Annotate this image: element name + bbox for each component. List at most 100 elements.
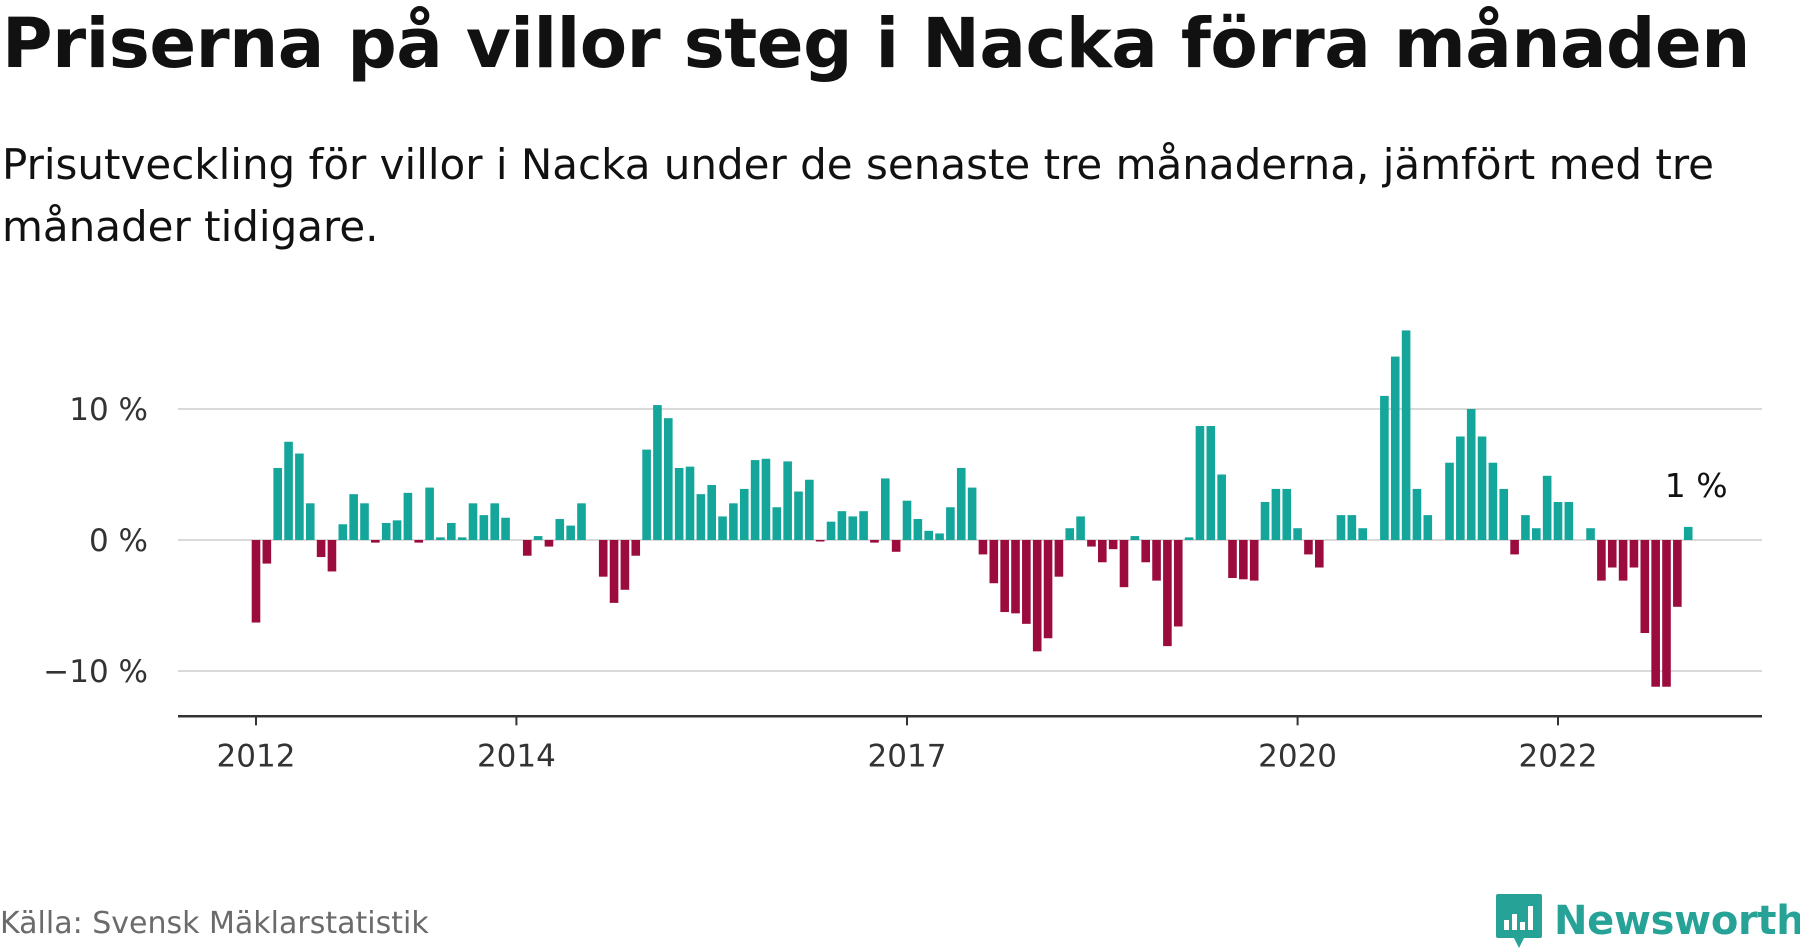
bar <box>609 540 619 603</box>
y-tick-label: 10 % <box>69 392 148 428</box>
grid-lines: 10 % 0 % −10 % <box>43 392 1762 690</box>
bars <box>251 330 1693 687</box>
bar <box>935 533 944 540</box>
bar <box>1347 515 1357 540</box>
bar <box>1228 540 1237 578</box>
bar <box>718 516 727 540</box>
bar <box>1336 515 1346 540</box>
bar <box>837 511 847 540</box>
bar <box>631 540 641 556</box>
bar <box>1640 540 1650 634</box>
bar <box>902 500 912 540</box>
bar <box>967 487 977 540</box>
bar <box>414 540 424 543</box>
bar <box>295 453 304 540</box>
bar <box>338 524 348 540</box>
bar <box>1390 356 1400 540</box>
bar <box>805 479 814 540</box>
bar <box>1683 526 1693 540</box>
bar <box>815 540 825 542</box>
bar <box>479 515 489 540</box>
bar <box>1607 540 1617 568</box>
y-tick-label: 0 % <box>89 523 148 559</box>
bar <box>1043 540 1053 639</box>
bar <box>848 516 858 540</box>
bar <box>555 519 565 540</box>
bar <box>1445 462 1454 540</box>
bar <box>946 507 955 540</box>
bar <box>457 537 467 540</box>
bar <box>1629 540 1639 568</box>
page-subtitle: Prisutveckling för villor i Nacka under … <box>2 140 1715 251</box>
bar <box>1108 540 1118 550</box>
brand-name: Newsworthy <box>1554 898 1800 944</box>
bar <box>1401 330 1411 540</box>
bar <box>349 494 358 540</box>
bar <box>1011 540 1020 614</box>
bar <box>978 540 988 555</box>
bar <box>1249 540 1259 581</box>
bar <box>1499 488 1509 540</box>
bar <box>403 492 413 540</box>
annotations: 1 % <box>1665 466 1728 505</box>
bar <box>522 540 532 556</box>
price-change-bar-chart: 10 % 0 % −10 % 2012 2014 2017 2020 2022 1 % <box>43 330 1762 774</box>
bar <box>1271 488 1281 540</box>
source-note: Källa: Svensk Mäklarstatistik <box>0 906 429 941</box>
bar <box>371 540 380 543</box>
bar <box>501 517 510 540</box>
bar <box>1141 540 1150 563</box>
bar <box>1673 540 1682 607</box>
bar <box>1130 536 1140 540</box>
bar <box>1412 488 1422 540</box>
page-title: Priserna på villor steg i Nacka förra må… <box>2 4 1750 84</box>
bar <box>891 540 901 552</box>
bar <box>327 540 337 572</box>
bar <box>1163 540 1172 647</box>
bar <box>1510 540 1519 555</box>
bar <box>1032 540 1042 652</box>
bar <box>685 466 695 540</box>
newsworthy-logo[interactable]: Newsworthy <box>1494 892 1800 950</box>
bar <box>566 525 575 540</box>
bar <box>1282 488 1292 540</box>
bar <box>447 522 456 540</box>
bar <box>1466 409 1476 540</box>
bar <box>1098 540 1107 563</box>
bar <box>1022 540 1031 624</box>
bar <box>1315 540 1324 568</box>
bar <box>1662 540 1671 687</box>
bar <box>316 540 326 558</box>
bar <box>859 511 868 540</box>
bar <box>1423 515 1433 540</box>
bar <box>1304 540 1313 555</box>
bar <box>826 521 836 540</box>
bar <box>1586 528 1595 540</box>
bar <box>1065 528 1075 540</box>
bar <box>956 467 966 540</box>
bar <box>1152 540 1161 581</box>
bar <box>1173 540 1183 627</box>
x-tick-label: 2014 <box>477 738 556 774</box>
bar <box>794 491 803 540</box>
x-tick-label: 2017 <box>868 738 947 774</box>
bar <box>305 503 315 540</box>
bar <box>1542 475 1552 540</box>
bar <box>251 540 261 623</box>
bar <box>1239 540 1248 580</box>
bar <box>1651 540 1660 687</box>
bar <box>772 507 782 540</box>
bar <box>490 503 499 540</box>
bar <box>262 540 272 564</box>
bar <box>1618 540 1628 581</box>
bar <box>761 458 771 540</box>
bar <box>924 530 933 540</box>
x-tick-label: 2012 <box>217 738 296 774</box>
bar <box>750 460 760 540</box>
bar <box>881 478 890 540</box>
bar <box>360 503 369 540</box>
bar <box>674 467 684 540</box>
bar <box>273 467 282 540</box>
newsworthy-chart-badge-icon <box>1496 894 1542 948</box>
bar <box>425 487 434 540</box>
